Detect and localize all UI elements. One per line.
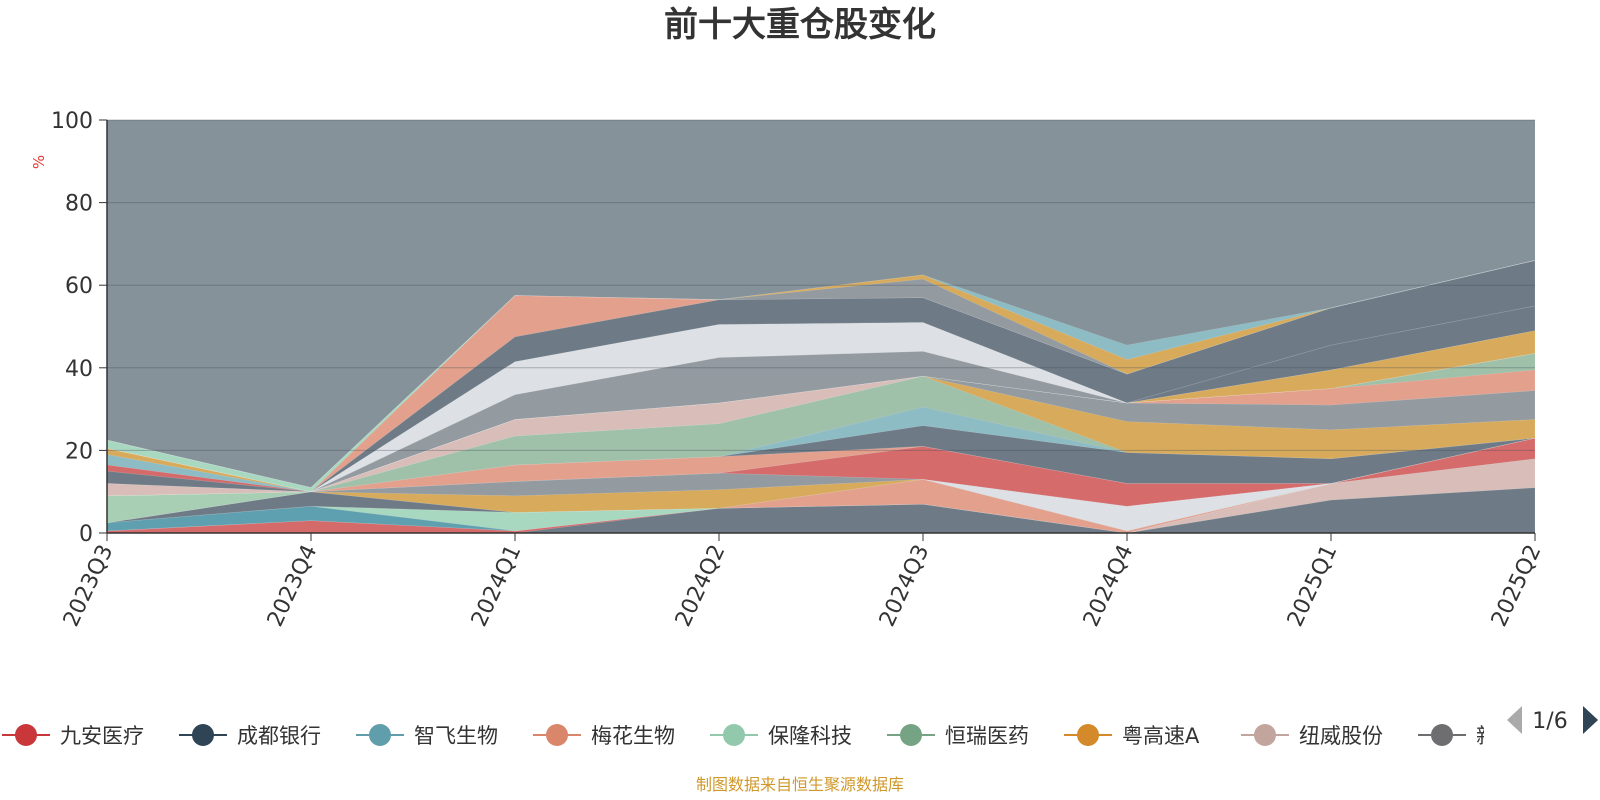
area-series-32: [106, 260, 1536, 493]
x-tick-label-2023Q3: 2023Q3: [59, 541, 119, 631]
legend-label: 恒瑞医药: [945, 724, 1029, 748]
y-axis-unit: %: [30, 155, 48, 169]
legend-item-1[interactable]: 成都银行: [179, 724, 321, 748]
legend-label: 九安医疗: [60, 724, 144, 748]
legend-page-indicator: 1/6: [1532, 709, 1567, 734]
legend-label: 成都银行: [237, 724, 321, 748]
legend-item-0[interactable]: 九安医疗: [2, 724, 144, 748]
legend-item-8[interactable]: 新: [1418, 724, 1497, 748]
legend-item-5[interactable]: 恒瑞医药: [887, 724, 1029, 748]
legend-label: 保隆科技: [768, 724, 852, 748]
legend-label: 纽威股份: [1299, 724, 1383, 748]
y-tick-label-100: 100: [51, 109, 93, 134]
legend-marker-icon: [15, 724, 37, 746]
legend-item-3[interactable]: 梅花生物: [533, 724, 675, 748]
legend-marker-icon: [900, 724, 922, 746]
x-tick-label-2025Q1: 2025Q1: [1283, 541, 1343, 631]
legend-marker-icon: [192, 724, 214, 746]
legend-prev-page-icon[interactable]: [1507, 706, 1522, 734]
x-tick-label-2024Q4: 2024Q4: [1079, 541, 1139, 631]
y-tick-label-40: 40: [65, 357, 93, 382]
legend[interactable]: 九安医疗 成都银行 智飞生物 梅花生物 保隆科技 恒瑞医药 粤高速A 纽威股份 新: [2, 724, 1497, 748]
y-tick-label-60: 60: [65, 274, 93, 299]
x-tick-label-2025Q2: 2025Q2: [1487, 541, 1547, 631]
legend-marker-icon: [723, 724, 745, 746]
grid-lines: [107, 119, 1535, 451]
legend-label: 智飞生物: [414, 724, 498, 748]
x-axis-ticks: 2023Q3 2023Q4 2024Q1 2024Q2 2024Q3 2024Q4 2025…: [59, 533, 1547, 631]
chart-title: 前十大重仓股变化: [664, 5, 936, 45]
legend-marker-icon: [1254, 724, 1276, 746]
legend-item-7[interactable]: 纽威股份: [1241, 724, 1383, 748]
legend-label: 梅花生物: [591, 724, 675, 748]
y-axis-ticks: 0 20 40 60 80 100: [51, 109, 107, 547]
legend-item-6[interactable]: 粤高速A: [1064, 724, 1200, 748]
legend-item-2[interactable]: 智飞生物: [356, 724, 498, 748]
legend-marker-icon: [369, 724, 391, 746]
stacked-areas: [106, 260, 1536, 534]
legend-items: 九安医疗 成都银行 智飞生物 梅花生物 保隆科技 恒瑞医药 粤高速A 纽威股份 新: [2, 724, 1497, 748]
legend-label: 新: [1476, 724, 1497, 748]
y-tick-label-80: 80: [65, 192, 93, 217]
x-tick-label-2024Q2: 2024Q2: [671, 541, 731, 631]
legend-label: 粤高速A: [1122, 724, 1200, 748]
legend-marker-icon: [1077, 724, 1099, 746]
legend-marker-icon: [1431, 724, 1453, 746]
legend-next-page-icon[interactable]: [1583, 706, 1598, 734]
y-tick-label-0: 0: [79, 522, 93, 547]
x-tick-label-2024Q1: 2024Q1: [467, 541, 527, 631]
y-tick-label-20: 20: [65, 439, 93, 464]
x-tick-label-2024Q3: 2024Q3: [875, 541, 935, 631]
data-source-note: 制图数据来自恒生聚源数据库: [696, 775, 904, 794]
legend-pager: 1/6: [1507, 706, 1598, 734]
legend-marker-icon: [546, 724, 568, 746]
area-series-35: [106, 260, 1536, 488]
x-tick-label-2023Q4: 2023Q4: [263, 541, 323, 631]
axes: [106, 120, 1535, 534]
legend-item-4[interactable]: 保隆科技: [710, 724, 852, 748]
